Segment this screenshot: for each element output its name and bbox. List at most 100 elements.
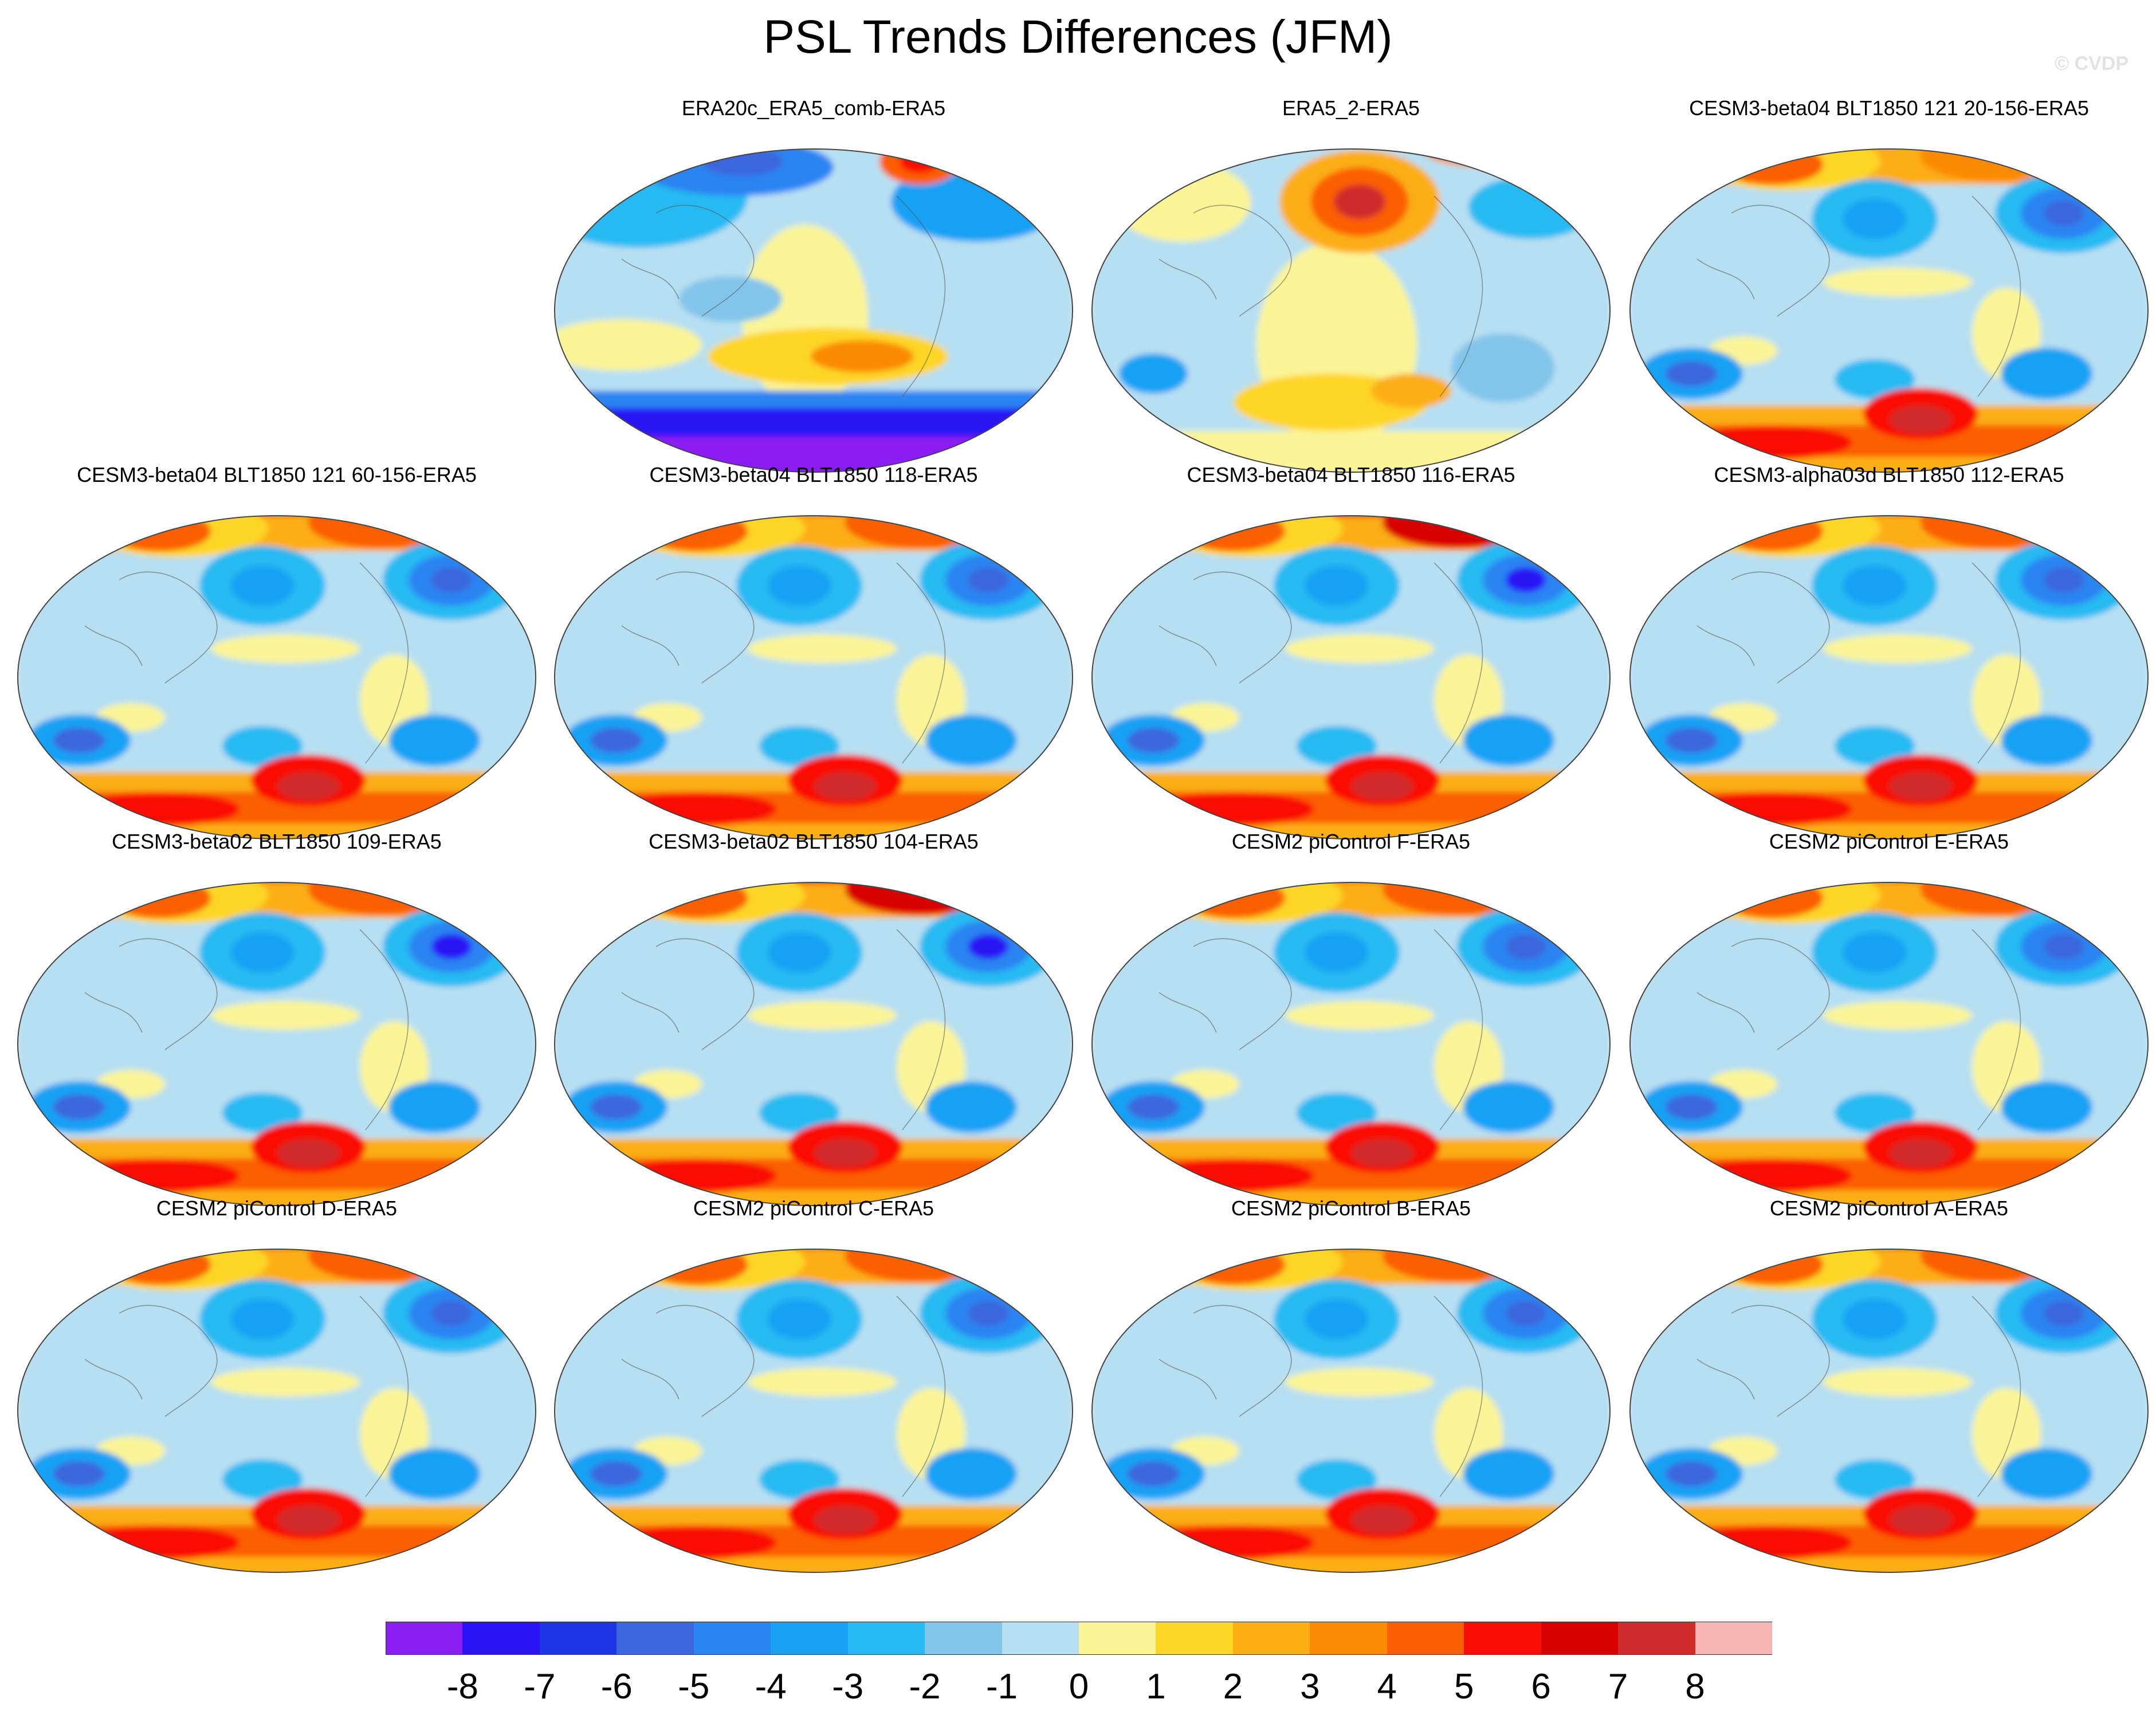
field-positive [18,884,536,918]
field-positive [1092,1250,1610,1285]
field-negative [2044,934,2084,959]
panel-title: CESM3-alpha03d BLT1850 112-ERA5 [1714,463,2064,486]
colorbar-tick-label: 7 [1608,1667,1628,1706]
field-positive [1921,882,2069,915]
colorbar-box [386,1622,463,1655]
field-positive [555,884,1073,918]
field-negative [1506,567,1546,592]
robinson-map [1629,148,2149,473]
field-negative [1297,1093,1377,1133]
field-positive [1285,1001,1434,1030]
field-negative [1843,1299,1906,1339]
field-negative [590,1461,642,1486]
field-positive [1090,494,1612,508]
colorbar-box [1002,1622,1079,1655]
field-negative [1305,1299,1368,1339]
colorbar-box [1541,1622,1619,1655]
field-positive [1720,882,1823,918]
field-positive [211,1001,360,1030]
field-negative [388,1448,480,1500]
robinson-map [1091,148,1611,473]
field-positive [900,150,940,173]
field-negative [1463,1448,1554,1500]
colorbar-box [771,1622,849,1655]
field-negative [2001,1448,2092,1500]
map-outline [1091,1249,1611,1573]
field-negative [231,566,294,606]
field-negative [1451,333,1554,402]
colorbar-box [1310,1622,1388,1655]
field-negative [925,1081,1017,1133]
field-positive [879,149,960,185]
field-negative [222,726,303,766]
field-negative [1843,566,1906,606]
colorbar-tick-label: -3 [832,1667,864,1706]
field-negative [1666,361,1717,386]
field-negative [231,932,294,972]
robinson-map [554,1249,1073,1573]
map-outline [1629,882,2149,1206]
map-panel: CESM3-beta04 BLT1850 116-ERA5 [1090,463,1612,861]
panel-title: CESM2 piControl C-ERA5 [693,1196,934,1220]
field-positive [748,1368,897,1396]
field-negative [431,567,472,592]
panel-title: CESM3-beta02 BLT1850 104-ERA5 [649,830,979,853]
panel-title: CESM3-beta04 BLT1850 118-ERA5 [649,463,978,486]
map-panel: CESM2 piControl E-ERA5 [1628,830,2150,1227]
colorbar-tick-label: -1 [985,1667,1018,1706]
colorbar-tick-label: -4 [755,1667,787,1706]
field-positive [1889,1139,1952,1167]
field-positive [1351,1505,1414,1534]
field-negative [2044,201,2084,226]
field-positive [845,882,994,915]
field-positive [1630,517,2148,551]
field-positive [1383,516,1531,548]
coastlines [1696,562,2021,764]
field-negative [1128,728,1179,753]
map-panel: ERA20c_ERA5_comb-ERA5 [553,96,1074,494]
coastlines [1696,1296,2021,1497]
field-positive [18,1557,536,1572]
field-negative [1835,1093,1915,1133]
coastlines [621,1296,946,1497]
map-outline [1629,515,2149,839]
field-positive [1371,374,1451,408]
colorbar-tick-label: 1 [1146,1667,1166,1706]
field-positive [553,861,1074,875]
map-outline [17,1249,536,1573]
field-positive [1182,1249,1285,1285]
map-panel: CESM2 piControl D-ERA5 [16,1196,537,1594]
watermark: © CVDP [2055,53,2128,74]
robinson-map [1091,1249,1611,1573]
field-positive [308,1249,457,1282]
robinson-map [553,861,1074,1206]
field-positive [1720,1249,1823,1285]
robinson-map [1091,882,1611,1206]
map-panel: CESM3-beta04 BLT1850 121 60-156-ERA5 [16,463,537,861]
field-negative [1666,728,1717,753]
field-negative [388,715,480,766]
colorbar-box [616,1622,694,1655]
field-negative [53,728,105,753]
map-panel: CESM3-beta02 BLT1850 109-ERA5 [16,830,537,1227]
field-positive [811,340,914,372]
field-positive [748,1001,897,1030]
field-negative [925,1448,1017,1500]
field-positive [1630,1557,2148,1572]
field-negative [1305,932,1368,972]
field-negative [768,566,831,606]
colorbar-box [1618,1622,1696,1655]
coastlines [1158,562,1483,764]
field-positive [1720,516,1823,551]
colorbar-tick-label: -5 [678,1667,710,1706]
field-negative [968,567,1008,592]
colorbar-box [462,1622,540,1655]
field-negative [1506,934,1546,959]
field-positive [1630,884,2148,918]
panel-title: CESM3-beta04 BLT1850 116-ERA5 [1187,463,1515,486]
map-outline [554,1249,1073,1573]
colorbar-box [693,1622,771,1655]
field-negative [431,1301,472,1326]
robinson-map [1629,515,2149,839]
colorbar-box [1695,1622,1773,1655]
